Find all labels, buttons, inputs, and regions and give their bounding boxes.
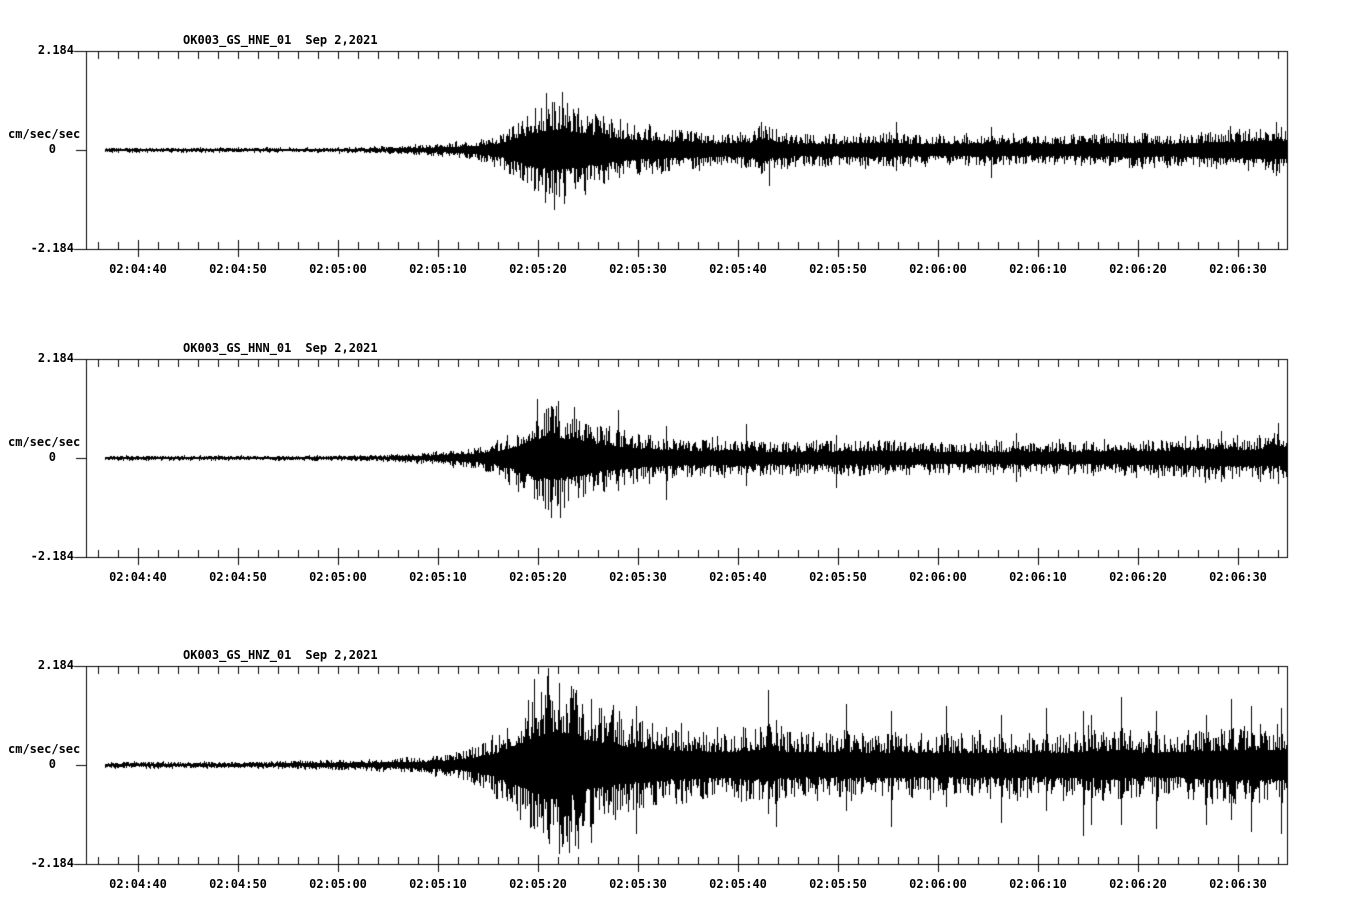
time-tick-label: 02:05:00 <box>309 570 367 584</box>
station-channel-label: OK003_GS_HNZ_01 <box>183 648 292 662</box>
panel-title: OK003_GS_HNZ_01 Sep 2,2021 <box>183 649 378 662</box>
time-tick-label: 02:06:20 <box>1109 570 1167 584</box>
station-channel-label: OK003_GS_HNN_01 <box>183 341 292 355</box>
panel-title: OK003_GS_HNE_01 Sep 2,2021 <box>183 34 378 47</box>
time-tick-label: 02:06:10 <box>1009 877 1067 891</box>
y-axis-max-label: 2.184 <box>37 658 74 672</box>
y-axis-max-label: 2.184 <box>37 43 74 57</box>
time-tick-label: 02:06:30 <box>1209 262 1267 276</box>
time-tick-label: 02:06:00 <box>909 570 967 584</box>
time-tick-label: 02:04:50 <box>209 877 267 891</box>
time-tick-label: 02:05:30 <box>609 570 667 584</box>
time-tick-label: 02:04:50 <box>209 262 267 276</box>
time-tick-label: 02:06:30 <box>1209 877 1267 891</box>
y-axis-zero-label: 0 <box>48 450 56 464</box>
time-tick-label: 02:06:10 <box>1009 570 1067 584</box>
y-axis-min-label: -2.184 <box>30 856 74 870</box>
date-label: Sep 2,2021 <box>305 341 378 355</box>
time-tick-label: 02:05:10 <box>409 877 467 891</box>
time-tick-label: 02:04:40 <box>109 877 167 891</box>
time-tick-label: 02:06:10 <box>1009 262 1067 276</box>
time-tick-label: 02:04:40 <box>109 262 167 276</box>
y-axis-units-label: cm/sec/sec <box>8 742 81 756</box>
time-tick-label: 02:06:20 <box>1109 262 1167 276</box>
time-tick-label: 02:05:20 <box>509 570 567 584</box>
time-tick-label: 02:05:30 <box>609 262 667 276</box>
y-axis-zero-label: 0 <box>48 757 56 771</box>
time-tick-label: 02:06:00 <box>909 262 967 276</box>
time-tick-label: 02:04:50 <box>209 570 267 584</box>
y-axis-units-label: cm/sec/sec <box>8 435 81 449</box>
date-label: Sep 2,2021 <box>305 33 378 47</box>
time-axis-labels: 02:04:40 02:04:50 02:05:00 02:05:10 02:05:20… <box>0 571 1358 585</box>
time-tick-label: 02:05:00 <box>309 262 367 276</box>
time-tick-label: 02:05:20 <box>509 877 567 891</box>
time-tick-label: 02:06:00 <box>909 877 967 891</box>
y-axis-min-label: -2.184 <box>30 241 74 255</box>
time-tick-label: 02:05:50 <box>809 570 867 584</box>
time-tick-label: 02:05:50 <box>809 262 867 276</box>
y-axis-max-label: 2.184 <box>37 351 74 365</box>
y-axis-min-label: -2.184 <box>30 549 74 563</box>
time-tick-label: 02:06:20 <box>1109 877 1167 891</box>
time-tick-label: 02:05:40 <box>709 877 767 891</box>
y-axis-zero-label: 0 <box>48 142 56 156</box>
time-tick-label: 02:05:40 <box>709 570 767 584</box>
time-tick-label: 02:05:20 <box>509 262 567 276</box>
panel-title: OK003_GS_HNN_01 Sep 2,2021 <box>183 342 378 355</box>
y-axis-units-label: cm/sec/sec <box>8 127 81 141</box>
time-tick-label: 02:05:10 <box>409 262 467 276</box>
time-axis-labels: 02:04:40 02:04:50 02:05:00 02:05:10 02:05:20… <box>0 878 1358 892</box>
time-tick-label: 02:04:40 <box>109 570 167 584</box>
date-label: Sep 2,2021 <box>305 648 378 662</box>
time-tick-label: 02:05:40 <box>709 262 767 276</box>
time-axis-labels: 02:04:40 02:04:50 02:05:00 02:05:10 02:05:20… <box>0 263 1358 277</box>
time-tick-label: 02:05:10 <box>409 570 467 584</box>
time-tick-label: 02:06:30 <box>1209 570 1267 584</box>
time-tick-label: 02:05:50 <box>809 877 867 891</box>
time-tick-label: 02:05:00 <box>309 877 367 891</box>
station-channel-label: OK003_GS_HNE_01 <box>183 33 292 47</box>
time-tick-label: 02:05:30 <box>609 877 667 891</box>
